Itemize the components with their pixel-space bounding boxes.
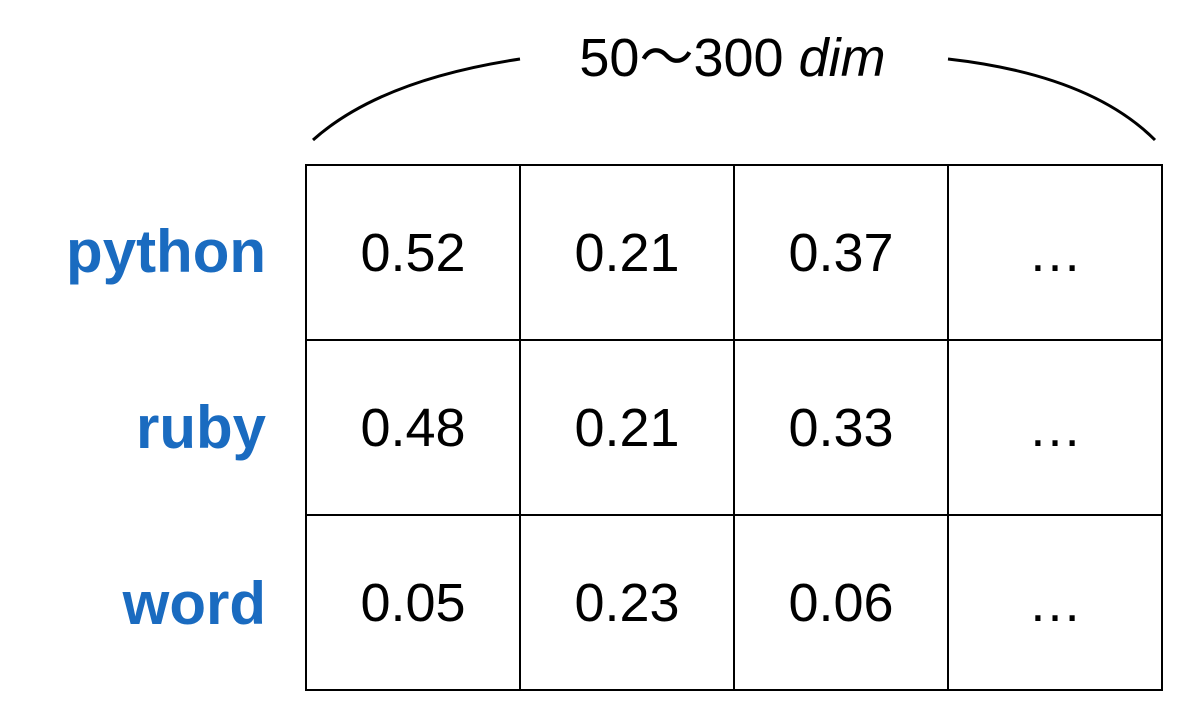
- table-cell: 0.52: [305, 164, 521, 341]
- row-label-word: word: [122, 570, 266, 637]
- table-cell: 0.06: [733, 514, 949, 691]
- dimension-unit: dim: [798, 28, 886, 88]
- table-cell: 0.05: [305, 514, 521, 691]
- table-row: 0.05 0.23 0.06 …: [305, 514, 1163, 691]
- table-cell: 0.21: [519, 164, 735, 341]
- dimension-range: 50〜300: [579, 28, 784, 88]
- table-cell: 0.23: [519, 514, 735, 691]
- dimension-label: 50〜300 dim: [520, 20, 945, 96]
- table-cell: 0.48: [305, 339, 521, 516]
- row-label-python: python: [66, 218, 266, 285]
- brace-left-arc: [311, 57, 521, 142]
- table-cell-ellipsis: …: [947, 514, 1163, 691]
- table-cell: 0.33: [733, 339, 949, 516]
- table-cell: 0.37: [733, 164, 949, 341]
- embedding-table: 0.52 0.21 0.37 … 0.48 0.21 0.33 … 0.05 0…: [305, 164, 1163, 691]
- table-cell-ellipsis: …: [947, 339, 1163, 516]
- row-label-ruby: ruby: [135, 394, 266, 461]
- brace-right-arc: [947, 57, 1157, 142]
- table-row: 0.52 0.21 0.37 …: [305, 164, 1163, 341]
- table-cell: 0.21: [519, 339, 735, 516]
- table-row: 0.48 0.21 0.33 …: [305, 339, 1163, 516]
- table-cell-ellipsis: …: [947, 164, 1163, 341]
